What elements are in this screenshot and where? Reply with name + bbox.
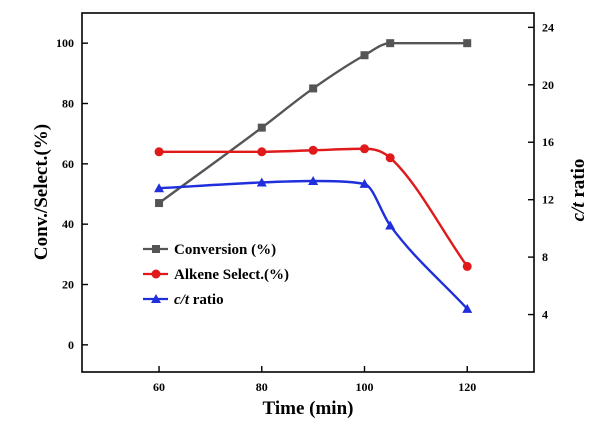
right-y-axis-title-italic: c/t [568, 202, 589, 222]
x-axis: 60 80 100 120 [153, 366, 476, 394]
data-point-alkene-selectivity [360, 144, 369, 154]
legend-item-conversion: Conversion (%) [143, 242, 276, 258]
legend-marker-alkene-selectivity [151, 269, 161, 279]
right-y-axis-title: c/t ratio [568, 159, 589, 222]
data-point-alkene-selectivity [385, 153, 395, 163]
right-y-tick-label: 20 [542, 78, 554, 92]
data-point-ct-ratio [256, 177, 267, 187]
right-y-tick-label: 4 [542, 308, 548, 322]
legend: Conversion (%) Alkene Select.(%) c/t rat… [143, 242, 289, 308]
data-point-ct-ratio [462, 303, 473, 313]
data-point-alkene-selectivity [308, 145, 318, 155]
left-y-tick-label: 80 [62, 97, 74, 111]
legend-label-conversion: Conversion (%) [174, 242, 276, 258]
left-y-axis: 0 20 40 60 80 100 [56, 36, 88, 352]
data-point-alkene-selectivity [257, 147, 267, 157]
left-y-tick-label: 100 [56, 36, 74, 50]
data-point-conversion [257, 123, 266, 132]
series-line-ct-ratio [158, 179, 469, 310]
left-y-tick-label: 20 [62, 278, 74, 292]
data-point-ct-ratio [385, 220, 396, 230]
legend-item-ct-ratio: c/t ratio [143, 292, 224, 308]
data-point-ct-ratio [308, 176, 319, 186]
x-tick-label: 120 [458, 380, 476, 394]
legend-marker-ct-ratio [151, 294, 161, 303]
legend-marker-conversion [152, 245, 160, 253]
data-point-conversion [360, 51, 369, 60]
data-point-conversion [155, 199, 164, 208]
legend-label-alkene-selectivity: Alkene Select.(%) [174, 267, 289, 283]
series-line-alkene-selectivity [159, 147, 469, 268]
data-point-ct-ratio [154, 183, 165, 193]
x-axis-title: Time (min) [263, 398, 354, 419]
data-point-conversion [386, 39, 395, 48]
right-y-tick-label: 16 [542, 135, 554, 149]
data-point-ct-ratio [359, 178, 370, 188]
left-y-tick-label: 60 [62, 157, 74, 171]
x-tick-label: 100 [356, 380, 374, 394]
right-y-axis: 4 8 12 16 20 24 [528, 20, 554, 322]
right-y-tick-label: 12 [542, 193, 554, 207]
x-tick-label: 60 [153, 380, 165, 394]
series-markers [154, 39, 473, 313]
data-point-conversion [463, 39, 472, 48]
left-y-tick-label: 0 [68, 338, 74, 352]
legend-item-alkene-selectivity: Alkene Select.(%) [143, 267, 289, 283]
plot-frame [81, 12, 535, 373]
x-tick-label: 80 [256, 380, 268, 394]
left-y-tick-label: 40 [62, 217, 74, 231]
legend-label-ct-ratio-rest: ratio [189, 292, 224, 308]
legend-label-ct-ratio-italic: c/t [174, 292, 190, 308]
right-y-tick-label: 24 [542, 20, 554, 34]
series-curves [158, 41, 469, 310]
data-point-alkene-selectivity [462, 261, 472, 271]
data-point-alkene-selectivity [154, 147, 164, 157]
right-y-tick-label: 8 [542, 250, 548, 264]
legend-label-ct-ratio: c/t ratio [174, 292, 224, 308]
left-y-axis-title: Conv./Select.(%) [31, 124, 52, 260]
right-y-axis-title-rest: ratio [568, 159, 589, 203]
data-point-conversion [309, 84, 318, 93]
